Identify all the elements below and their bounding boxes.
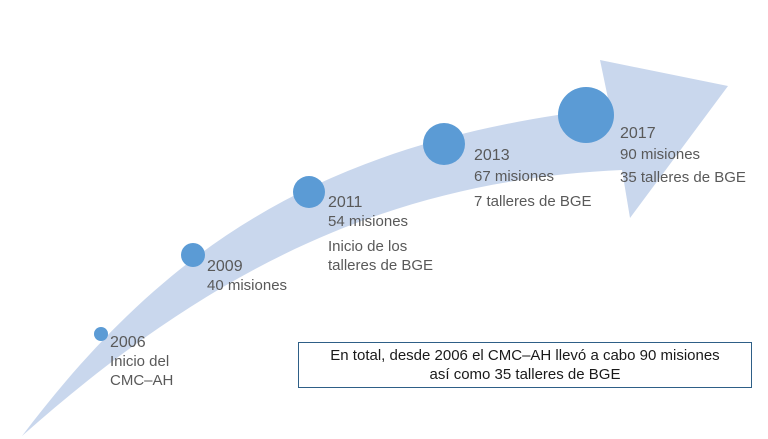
milestone-year: 2011	[328, 194, 363, 211]
milestone-2006: 2006 Inicio del CMC–AH	[110, 333, 173, 390]
milestone-detail: 90 misiones	[620, 146, 701, 163]
milestone-dot-2009	[181, 243, 205, 267]
milestone-detail: Inicio de los	[328, 238, 408, 255]
milestone-2017: 2017 90 misiones 35 talleres de BGE	[620, 124, 746, 187]
milestone-2009: 2009 40 misiones	[207, 257, 287, 295]
milestone-2011: 2011 54 misiones Inicio de los talleres …	[328, 193, 433, 275]
milestone-2013: 2013 67 misiones 7 talleres de BGE	[474, 146, 592, 211]
milestone-year: 2017	[620, 125, 656, 142]
timeline-arrow	[22, 60, 728, 436]
summary-box: En total, desde 2006 el CMC–AH llevó a c…	[298, 342, 752, 388]
milestone-dot-2011	[293, 176, 325, 208]
milestone-year: 2006	[110, 334, 146, 351]
milestone-detail: 54 misiones	[328, 213, 409, 230]
milestone-dot-2006	[94, 327, 108, 341]
milestone-year: 2009	[207, 258, 243, 275]
milestone-detail: talleres de BGE	[328, 257, 434, 274]
summary-line-1: En total, desde 2006 el CMC–AH llevó a c…	[330, 347, 720, 364]
milestone-detail: 35 talleres de BGE	[620, 169, 746, 186]
milestone-detail: 67 misiones	[474, 168, 555, 185]
milestone-year: 2013	[474, 147, 510, 164]
milestone-detail: Inicio del	[110, 353, 170, 370]
milestone-detail: 7 talleres de BGE	[474, 193, 592, 210]
milestone-detail: CMC–AH	[110, 372, 174, 389]
milestone-dot-2017	[558, 87, 614, 143]
summary-line-2: así como 35 talleres de BGE	[429, 366, 621, 383]
milestone-dot-2013	[423, 123, 465, 165]
milestone-detail: 40 misiones	[207, 277, 288, 294]
